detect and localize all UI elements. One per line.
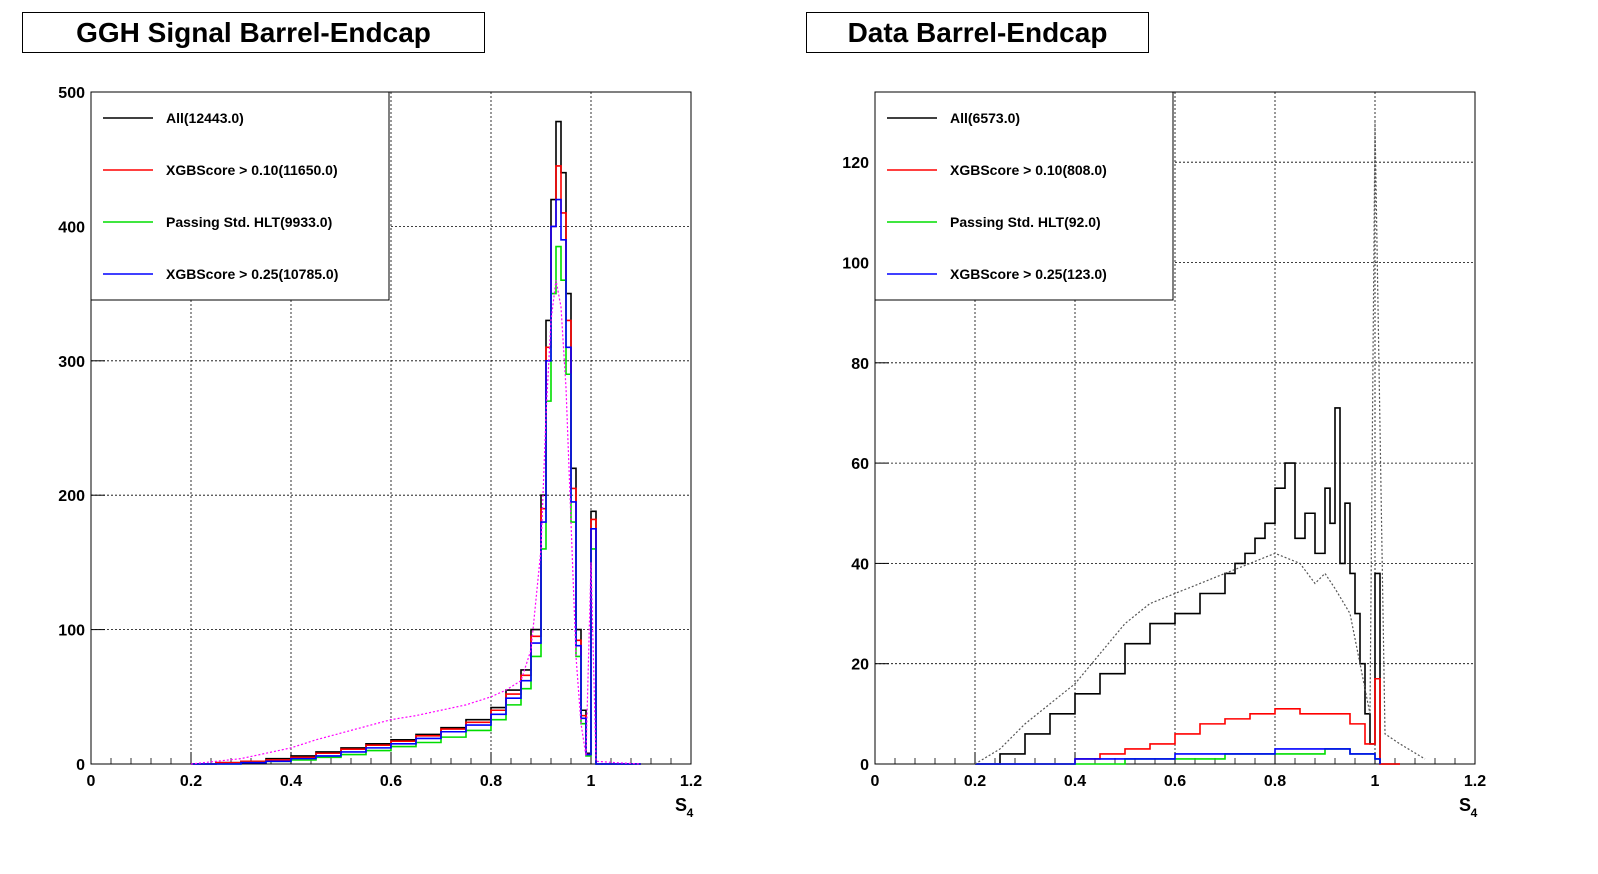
legend-label: XGBScore > 0.25(10785.0) bbox=[166, 266, 338, 282]
legend-label: XGBScore > 0.10(808.0) bbox=[950, 162, 1107, 178]
x-axis-label: S bbox=[1459, 795, 1471, 815]
x-tick-label: 0.6 bbox=[1164, 773, 1186, 790]
x-tick-label: 0.2 bbox=[964, 773, 986, 790]
legend-box bbox=[874, 91, 1174, 301]
series-line bbox=[975, 677, 1400, 765]
x-axis-label: S bbox=[675, 795, 687, 815]
x-tick-label: 1 bbox=[587, 773, 596, 790]
y-tick-label: 200 bbox=[58, 488, 85, 505]
x-tick-label: 0.8 bbox=[480, 773, 502, 790]
legend-label: XGBScore > 0.10(11650.0) bbox=[166, 162, 338, 178]
y-tick-label: 120 bbox=[842, 155, 869, 172]
chart-title: GGH Signal Barrel-Endcap bbox=[22, 12, 485, 53]
x-tick-label: 0.2 bbox=[180, 773, 202, 790]
x-tick-label: 0.4 bbox=[280, 773, 302, 790]
x-tick-label: 1.2 bbox=[1464, 773, 1486, 790]
y-tick-label: 60 bbox=[851, 456, 869, 473]
x-tick-label: 0 bbox=[871, 773, 880, 790]
y-tick-label: 300 bbox=[58, 354, 85, 371]
x-tick-label: 0.8 bbox=[1264, 773, 1286, 790]
legend-label: XGBScore > 0.25(123.0) bbox=[950, 266, 1107, 282]
right-chart-panel: Data Barrel-Endcap 0 0.2 0.4 0.6 0.8 1 1.2 0 20 4… bbox=[784, 0, 1598, 874]
series-line bbox=[975, 748, 1381, 765]
y-tick-label: 100 bbox=[58, 623, 85, 640]
legend-label: All(12443.0) bbox=[166, 110, 244, 126]
x-tick-label: 1 bbox=[1371, 773, 1380, 790]
right-chart-svg: 0 0.2 0.4 0.6 0.8 1 1.2 0 20 40 60 80 100 120 All(6573… bbox=[842, 91, 1486, 820]
legend-label: Passing Std. HLT(9933.0) bbox=[166, 214, 332, 230]
y-tick-label: 40 bbox=[851, 556, 869, 573]
chart-title: Data Barrel-Endcap bbox=[806, 12, 1149, 53]
y-tick-label: 100 bbox=[842, 256, 869, 273]
x-tick-label: 1.2 bbox=[680, 773, 702, 790]
x-axis-label-subscript: 4 bbox=[1471, 806, 1478, 820]
left-chart-panel: GGH Signal Barrel-Endcap 0 0.2 0.4 0.6 0.8 1 1… bbox=[22, 12, 702, 820]
series-line bbox=[191, 245, 641, 765]
legend-label: All(6573.0) bbox=[950, 110, 1020, 126]
y-tick-label: 400 bbox=[58, 219, 85, 236]
x-tick-label: 0 bbox=[87, 773, 96, 790]
series-line bbox=[974, 122, 1426, 765]
y-tick-label: 20 bbox=[851, 657, 869, 674]
x-axis-label-subscript: 4 bbox=[687, 806, 694, 820]
left-chart-svg: 0 0.2 0.4 0.6 0.8 1 1.2 0 100 200 300 400 500 All(124… bbox=[58, 85, 702, 820]
series-line bbox=[191, 198, 641, 765]
x-tick-label: 0.6 bbox=[380, 773, 402, 790]
y-tick-label: 500 bbox=[58, 85, 85, 102]
y-tick-label: 80 bbox=[851, 356, 869, 373]
y-tick-label: 0 bbox=[76, 757, 85, 774]
series-line bbox=[975, 407, 1400, 765]
x-tick-label: 0.4 bbox=[1064, 773, 1086, 790]
legend-box bbox=[90, 91, 390, 301]
legend-label: Passing Std. HLT(92.0) bbox=[950, 214, 1101, 230]
y-tick-label: 0 bbox=[860, 757, 869, 774]
